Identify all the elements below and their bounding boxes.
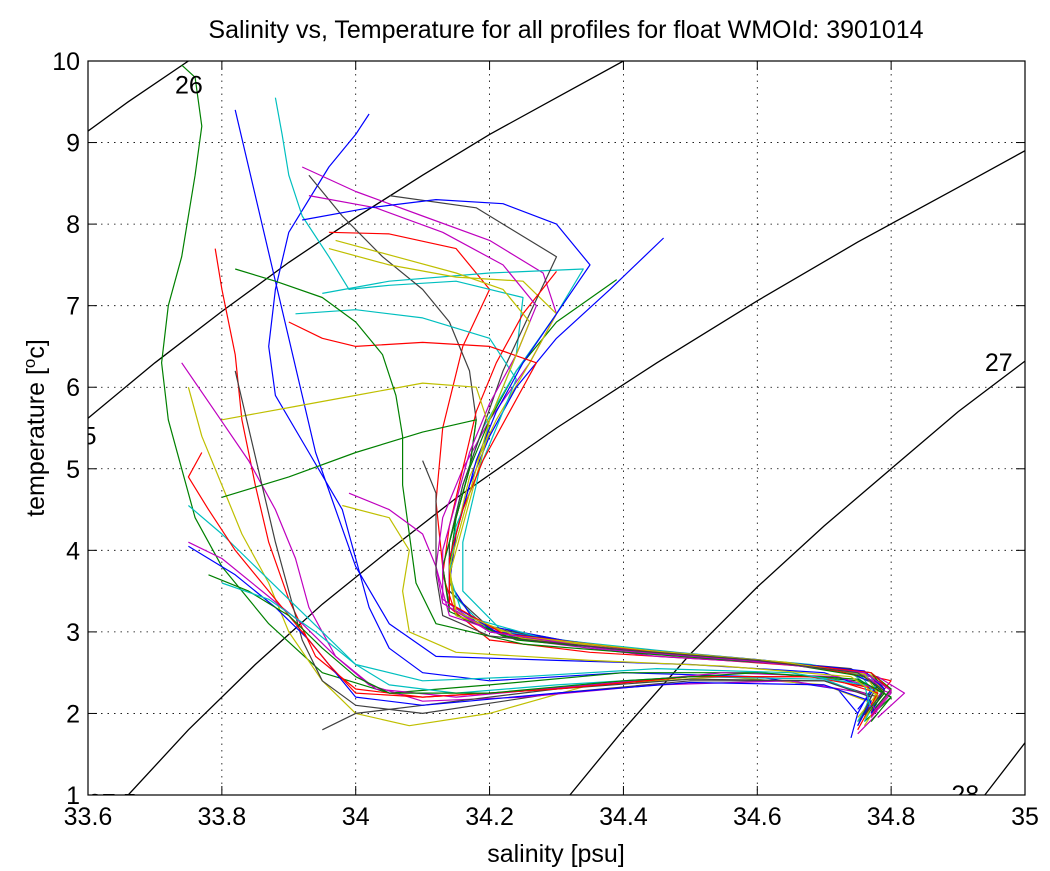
y-tick-label: 8 bbox=[66, 211, 80, 239]
y-tick-label: 6 bbox=[66, 374, 80, 402]
x-tick-label: 34.2 bbox=[465, 803, 514, 831]
density-contour-line bbox=[88, 61, 189, 132]
profile-line bbox=[348, 492, 892, 716]
profile-line bbox=[422, 460, 886, 716]
profile-line bbox=[235, 268, 886, 718]
density-contour-label: 27 bbox=[985, 349, 1013, 377]
profile-line bbox=[188, 505, 872, 722]
profile-series bbox=[161, 64, 906, 739]
y-tick-label: 3 bbox=[66, 619, 80, 647]
chart-title: Salinity vs, Temperature for all profile… bbox=[208, 16, 923, 44]
density-contour-labels: 2626.52727.528 bbox=[48, 72, 1013, 817]
x-tick-label: 34 bbox=[342, 803, 370, 831]
density-contour-line bbox=[88, 61, 624, 419]
y-axis-label-superscript: o bbox=[20, 359, 39, 368]
y-axis-label: temperature [oc] bbox=[20, 339, 51, 517]
y-tick-label: 5 bbox=[66, 456, 80, 484]
density-contour-label: 26.5 bbox=[48, 422, 97, 450]
density-contour-label: 27.5 bbox=[88, 789, 137, 817]
density-contour-line bbox=[127, 150, 1025, 795]
x-tick-label: 34.8 bbox=[867, 803, 916, 831]
density-contour-label: 26 bbox=[175, 72, 203, 100]
density-contour-line bbox=[569, 360, 1025, 795]
y-tick-label: 7 bbox=[66, 293, 80, 321]
x-tick-label: 35 bbox=[1011, 803, 1039, 831]
plot-frame bbox=[87, 60, 1026, 796]
x-tick-label: 33.6 bbox=[64, 803, 113, 831]
profile-line bbox=[188, 541, 879, 735]
profile-line bbox=[322, 678, 872, 731]
profile-line bbox=[342, 504, 879, 720]
density-contour-line bbox=[984, 742, 1025, 795]
x-tick-label: 33.8 bbox=[198, 803, 247, 831]
y-tick-label: 1 bbox=[66, 782, 80, 810]
x-tick-label: 34.4 bbox=[599, 803, 648, 831]
x-tick-label: 34.6 bbox=[733, 803, 782, 831]
y-tick-label: 9 bbox=[66, 130, 80, 158]
x-axis-label: salinity [psu] bbox=[487, 840, 625, 868]
profile-line bbox=[181, 362, 892, 718]
y-tick-label: 4 bbox=[66, 537, 80, 565]
profile-line bbox=[187, 452, 879, 718]
y-tick-label: 10 bbox=[52, 48, 80, 76]
profile-line bbox=[335, 239, 879, 718]
density-contour-label: 28 bbox=[951, 781, 979, 809]
y-tick-label: 2 bbox=[66, 700, 80, 728]
density-contours bbox=[88, 61, 1025, 795]
profile-line bbox=[208, 574, 892, 722]
profile-line bbox=[188, 545, 872, 726]
profile-line bbox=[221, 582, 872, 710]
